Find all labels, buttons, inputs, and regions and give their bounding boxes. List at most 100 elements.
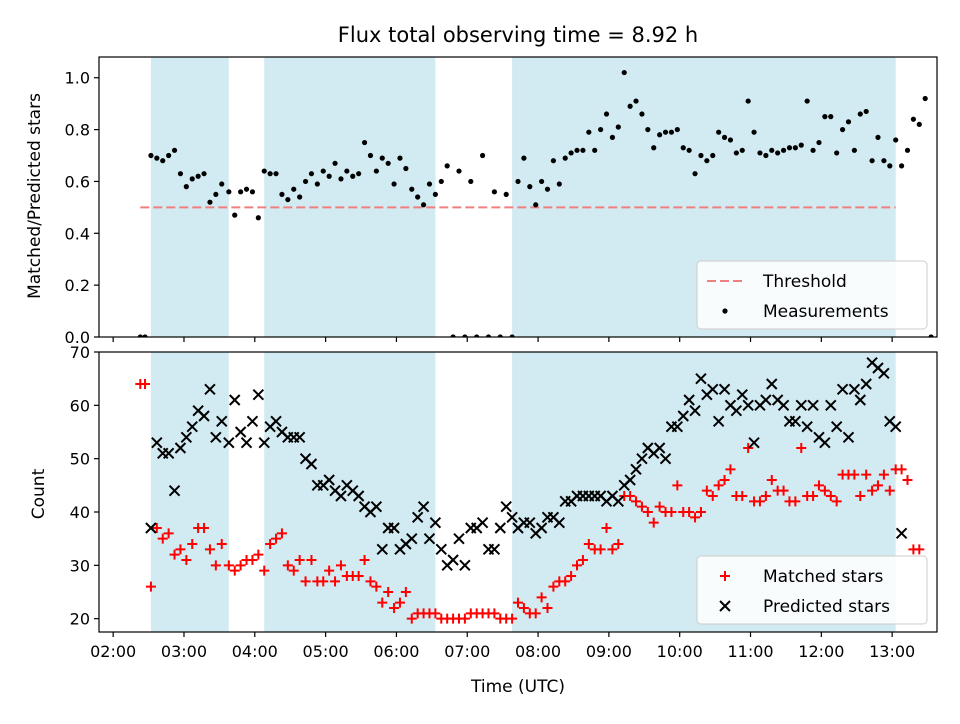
measurement-point — [822, 114, 828, 120]
measurement-point — [450, 334, 456, 337]
measurement-point — [845, 119, 852, 125]
measurement-point — [195, 173, 201, 179]
matched-star-point — [199, 523, 210, 533]
predicted-star-point — [494, 522, 507, 534]
matched-star-point — [861, 469, 872, 480]
predicted-star-point — [830, 420, 843, 433]
y-tick-label: 0.6 — [65, 172, 90, 191]
measurement-point — [816, 139, 822, 146]
predicted-star-point — [707, 383, 719, 396]
matched-star-point — [601, 523, 612, 533]
measurement-point — [154, 155, 160, 161]
y-tick-label: 60 — [70, 396, 90, 415]
matched-star-point — [560, 576, 571, 587]
measurement-point — [201, 171, 207, 177]
measurement-point — [485, 334, 492, 337]
measurement-point — [562, 155, 568, 161]
matched-star-point — [377, 597, 388, 608]
measurement-point — [910, 116, 916, 122]
predicted-star-point — [270, 415, 282, 428]
chart-title: Flux total observing time = 8.92 h — [338, 23, 698, 47]
measurement-point — [509, 334, 515, 337]
matched-star-point — [878, 469, 889, 480]
predicted-star-point — [305, 458, 318, 470]
measurement-point — [285, 196, 291, 203]
matched-star-point — [330, 576, 341, 587]
matched-star-point — [642, 507, 653, 517]
predicted-star-point — [204, 383, 216, 396]
predicted-star-point — [223, 436, 235, 449]
matched-star-point — [271, 533, 282, 544]
matched-star-point — [247, 555, 258, 565]
measurement-point — [332, 160, 338, 166]
legend-entry-label: Predicted stars — [763, 597, 890, 617]
measurement-point — [521, 155, 527, 161]
x-tick-label: 09:00 — [586, 642, 632, 661]
measurement-point — [863, 108, 869, 115]
measurement-point — [792, 145, 798, 151]
matched-star-point — [359, 555, 370, 565]
measurement-point — [415, 194, 421, 200]
legend: Matched stars Predicted stars — [696, 555, 928, 625]
matched-star-point — [625, 491, 636, 501]
measurement-point — [261, 168, 267, 174]
observing-span — [264, 57, 436, 337]
predicted-star-point — [819, 436, 831, 449]
matched-star-point — [566, 571, 577, 581]
matched-star-point — [288, 565, 299, 576]
measurement-point — [356, 171, 362, 177]
measurement-point — [881, 158, 887, 164]
predicted-star-point — [624, 474, 636, 486]
matched-star-point — [583, 539, 594, 549]
matched-star-point — [849, 469, 860, 480]
matched-star-point — [223, 560, 234, 571]
matched-star-point — [216, 539, 227, 549]
matched-star-point — [229, 565, 240, 576]
predicted-star-point — [388, 522, 400, 534]
predicted-star-point — [240, 436, 253, 449]
matched-star-point — [536, 592, 547, 603]
matched-star-point — [145, 581, 156, 592]
measurement-point — [226, 189, 232, 195]
predicted-star-point — [216, 415, 228, 428]
predicted-star-point — [459, 559, 471, 572]
predicted-star-point — [854, 394, 866, 406]
matched-star-point — [181, 555, 192, 565]
measurement-point — [662, 129, 669, 135]
legend-entry-label: Threshold — [762, 272, 847, 292]
predicted-star-point — [476, 516, 489, 529]
predicted-star-point — [174, 442, 187, 454]
measurement-point — [444, 163, 450, 169]
measurement-point — [533, 202, 539, 208]
predicted-star-point — [423, 532, 436, 545]
measurement-point — [668, 129, 675, 135]
predicted-star-point — [842, 431, 855, 444]
measurement-point — [757, 150, 763, 156]
measurement-point — [367, 152, 374, 159]
measurement-point — [633, 98, 639, 104]
measurement-point — [515, 178, 521, 185]
predicted-star-point — [352, 490, 365, 502]
matched-star-point — [294, 555, 305, 565]
matched-star-point — [335, 560, 346, 571]
measurement-point — [373, 168, 379, 174]
matched-star-point — [513, 597, 523, 608]
matched-star-point — [282, 560, 293, 571]
bottom-panel: Count Time (UTC) 20 30 40 50 60 70 02:00 03:00 0… — [29, 343, 938, 697]
predicted-star-point — [258, 436, 270, 449]
measurement-point — [745, 98, 751, 104]
legend: Threshold Measurements — [696, 260, 928, 330]
predicted-star-point — [636, 452, 648, 465]
matched-star-point — [151, 523, 162, 533]
predicted-star-point — [718, 383, 731, 396]
predicted-star-point — [801, 420, 813, 433]
x-tick-label: 11:00 — [727, 642, 773, 661]
x-tick-label: 05:00 — [303, 642, 349, 661]
measurement-point — [574, 147, 580, 153]
matched-star-point — [737, 491, 748, 501]
x-tick-label: 02:00 — [90, 642, 136, 661]
matched-star-point — [872, 480, 883, 491]
measurement-point — [651, 145, 657, 151]
predicted-star-point — [736, 388, 748, 401]
matched-star-point — [530, 608, 541, 619]
